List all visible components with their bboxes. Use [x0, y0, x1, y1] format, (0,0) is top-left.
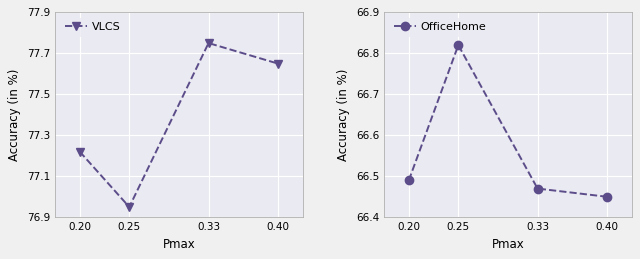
OfficeHome: [454, 44, 462, 47]
Legend: VLCS: VLCS: [61, 18, 125, 37]
Line: OfficeHome: OfficeHome: [404, 41, 611, 201]
VLCS: [274, 62, 282, 65]
OfficeHome: [534, 187, 541, 190]
VLCS: [76, 150, 84, 153]
VLCS: [125, 205, 133, 208]
OfficeHome: [603, 195, 611, 198]
VLCS: [205, 41, 212, 45]
Line: VLCS: VLCS: [76, 39, 282, 211]
X-axis label: Pmax: Pmax: [163, 238, 195, 251]
OfficeHome: [405, 179, 413, 182]
Y-axis label: Accuracy (in %): Accuracy (in %): [8, 69, 21, 161]
X-axis label: Pmax: Pmax: [492, 238, 524, 251]
Y-axis label: Accuracy (in %): Accuracy (in %): [337, 69, 350, 161]
Legend: OfficeHome: OfficeHome: [390, 18, 491, 37]
